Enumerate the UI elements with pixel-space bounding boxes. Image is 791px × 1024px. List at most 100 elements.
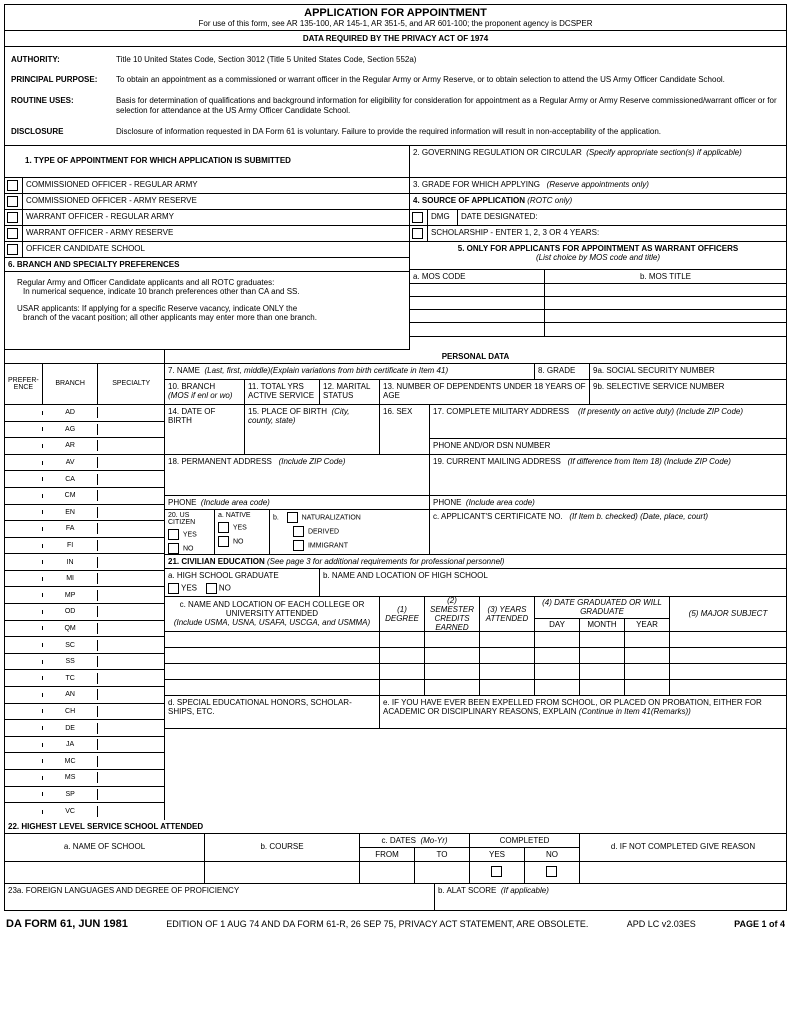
spec-cell[interactable] [98, 593, 164, 597]
pref-cell[interactable] [5, 792, 43, 796]
s6-text1: Regular Army and Officer Candidate appli… [17, 278, 397, 287]
spec-cell[interactable] [98, 759, 164, 763]
pref-cell[interactable] [5, 660, 43, 664]
pref-cell[interactable] [5, 461, 43, 465]
chk-4[interactable] [7, 228, 18, 239]
pref-cell[interactable] [5, 626, 43, 630]
pref-cell[interactable] [5, 776, 43, 780]
spec-cell[interactable] [98, 660, 164, 664]
chk-no[interactable] [168, 543, 179, 554]
s5-note: (List choice by MOS code and title) [413, 253, 783, 262]
spec-cell[interactable] [98, 444, 164, 448]
spec-cell[interactable] [98, 560, 164, 564]
pref-cell[interactable] [5, 709, 43, 713]
spec-cell[interactable] [98, 810, 164, 814]
spec-cell[interactable] [98, 626, 164, 630]
chk-hs-yes[interactable] [168, 583, 179, 594]
spec-cell[interactable] [98, 427, 164, 431]
pref-cell[interactable] [5, 610, 43, 614]
chk-yes[interactable] [168, 529, 179, 540]
chk-imm[interactable] [293, 540, 304, 551]
f17-note: (If presently on active duty) (Include Z… [578, 407, 743, 416]
pref-cell[interactable] [5, 593, 43, 597]
f21c-note: (Include USMA, USNA, USAFA, USCGA, and U… [168, 618, 376, 627]
to: TO [415, 848, 469, 861]
branch-code: MP [43, 590, 99, 601]
pref-cell[interactable] [5, 444, 43, 448]
pref-cell[interactable] [5, 494, 43, 498]
spec-cell[interactable] [98, 510, 164, 514]
spec-cell[interactable] [98, 709, 164, 713]
chk-native-yes[interactable] [218, 522, 229, 533]
edition: EDITION OF 1 AUG 74 AND DA FORM 61-R, 26… [166, 919, 588, 929]
f10-note: (MOS if enl or wo) [168, 391, 241, 400]
pref-cell[interactable] [5, 743, 43, 747]
spec-cell[interactable] [98, 776, 164, 780]
chk-nat[interactable] [287, 512, 298, 523]
s2-note: (Specify appropriate section(s) if appli… [586, 148, 742, 157]
pref-cell[interactable] [5, 726, 43, 730]
f21-note: (See page 3 for additional requirements … [267, 557, 504, 566]
pref-cell[interactable] [5, 477, 43, 481]
form-name: DA FORM 61, JUN 1981 [6, 918, 128, 930]
completed: COMPLETED [470, 834, 579, 848]
spec-cell[interactable] [98, 610, 164, 614]
chk-3[interactable] [7, 212, 18, 223]
pref-cell[interactable] [5, 411, 43, 415]
pref-cell[interactable] [5, 560, 43, 564]
f22c-note: (Mo-Yr) [420, 836, 447, 845]
pref-cell[interactable] [5, 693, 43, 697]
branch-code: OD [43, 606, 99, 617]
branch-hdr: BRANCH [43, 364, 99, 404]
f20c-note: (If Item b. checked) (Date, place, court… [569, 512, 708, 521]
branch-code: SS [43, 656, 99, 667]
chk-hs-no[interactable] [206, 583, 217, 594]
chk-native-no[interactable] [218, 536, 229, 547]
chk-5[interactable] [7, 244, 18, 255]
spec-cell[interactable] [98, 676, 164, 680]
spec-cell[interactable] [98, 527, 164, 531]
pref-cell[interactable] [5, 643, 43, 647]
spec-cell[interactable] [98, 477, 164, 481]
pref-cell[interactable] [5, 510, 43, 514]
f22b: b. COURSE [205, 834, 360, 861]
pref-cell[interactable] [5, 527, 43, 531]
pref-cell[interactable] [5, 577, 43, 581]
form-container: APPLICATION FOR APPOINTMENT For use of t… [4, 4, 787, 911]
spec-cell[interactable] [98, 743, 164, 747]
spec-cell[interactable] [98, 544, 164, 548]
spec-cell[interactable] [98, 577, 164, 581]
chk-dmg[interactable] [412, 212, 423, 223]
chk-2[interactable] [7, 196, 18, 207]
pref-cell[interactable] [5, 676, 43, 680]
branch-code: QM [43, 623, 99, 634]
pref-cell[interactable] [5, 810, 43, 814]
der: DERIVED [308, 528, 339, 535]
f15: 15. PLACE OF BIRTH [248, 407, 327, 416]
chk-1[interactable] [7, 180, 18, 191]
spec-cell[interactable] [98, 693, 164, 697]
spec-cell[interactable] [98, 461, 164, 465]
purpose-text: To obtain an appointment as a commission… [116, 75, 725, 85]
spec-cell[interactable] [98, 792, 164, 796]
chk-scholar[interactable] [412, 228, 423, 239]
spec-cell[interactable] [98, 494, 164, 498]
spec-cell[interactable] [98, 411, 164, 415]
page: PAGE 1 of 4 [734, 919, 785, 929]
pref-cell[interactable] [5, 544, 43, 548]
chk-comp-no[interactable] [546, 866, 557, 877]
disclosure-label: DISCLOSURE [11, 127, 116, 137]
f18-phone: PHONE [168, 498, 196, 507]
f21: 21. CIVILIAN EDUCATION [168, 557, 265, 566]
disclosure-text: Disclosure of information requested in D… [116, 127, 661, 137]
s6-text2: In numerical sequence, indicate 10 branc… [17, 287, 397, 296]
f21-5: (5) MAJOR SUBJECT [689, 609, 768, 618]
branch-code: CM [43, 490, 99, 501]
pref-cell[interactable] [5, 759, 43, 763]
pref-cell[interactable] [5, 427, 43, 431]
spec-cell[interactable] [98, 643, 164, 647]
chk-der[interactable] [293, 526, 304, 537]
spec-cell[interactable] [98, 726, 164, 730]
f21c: c. NAME AND LOCATION OF EACH COLLEGE OR … [168, 600, 376, 618]
chk-comp-yes[interactable] [491, 866, 502, 877]
